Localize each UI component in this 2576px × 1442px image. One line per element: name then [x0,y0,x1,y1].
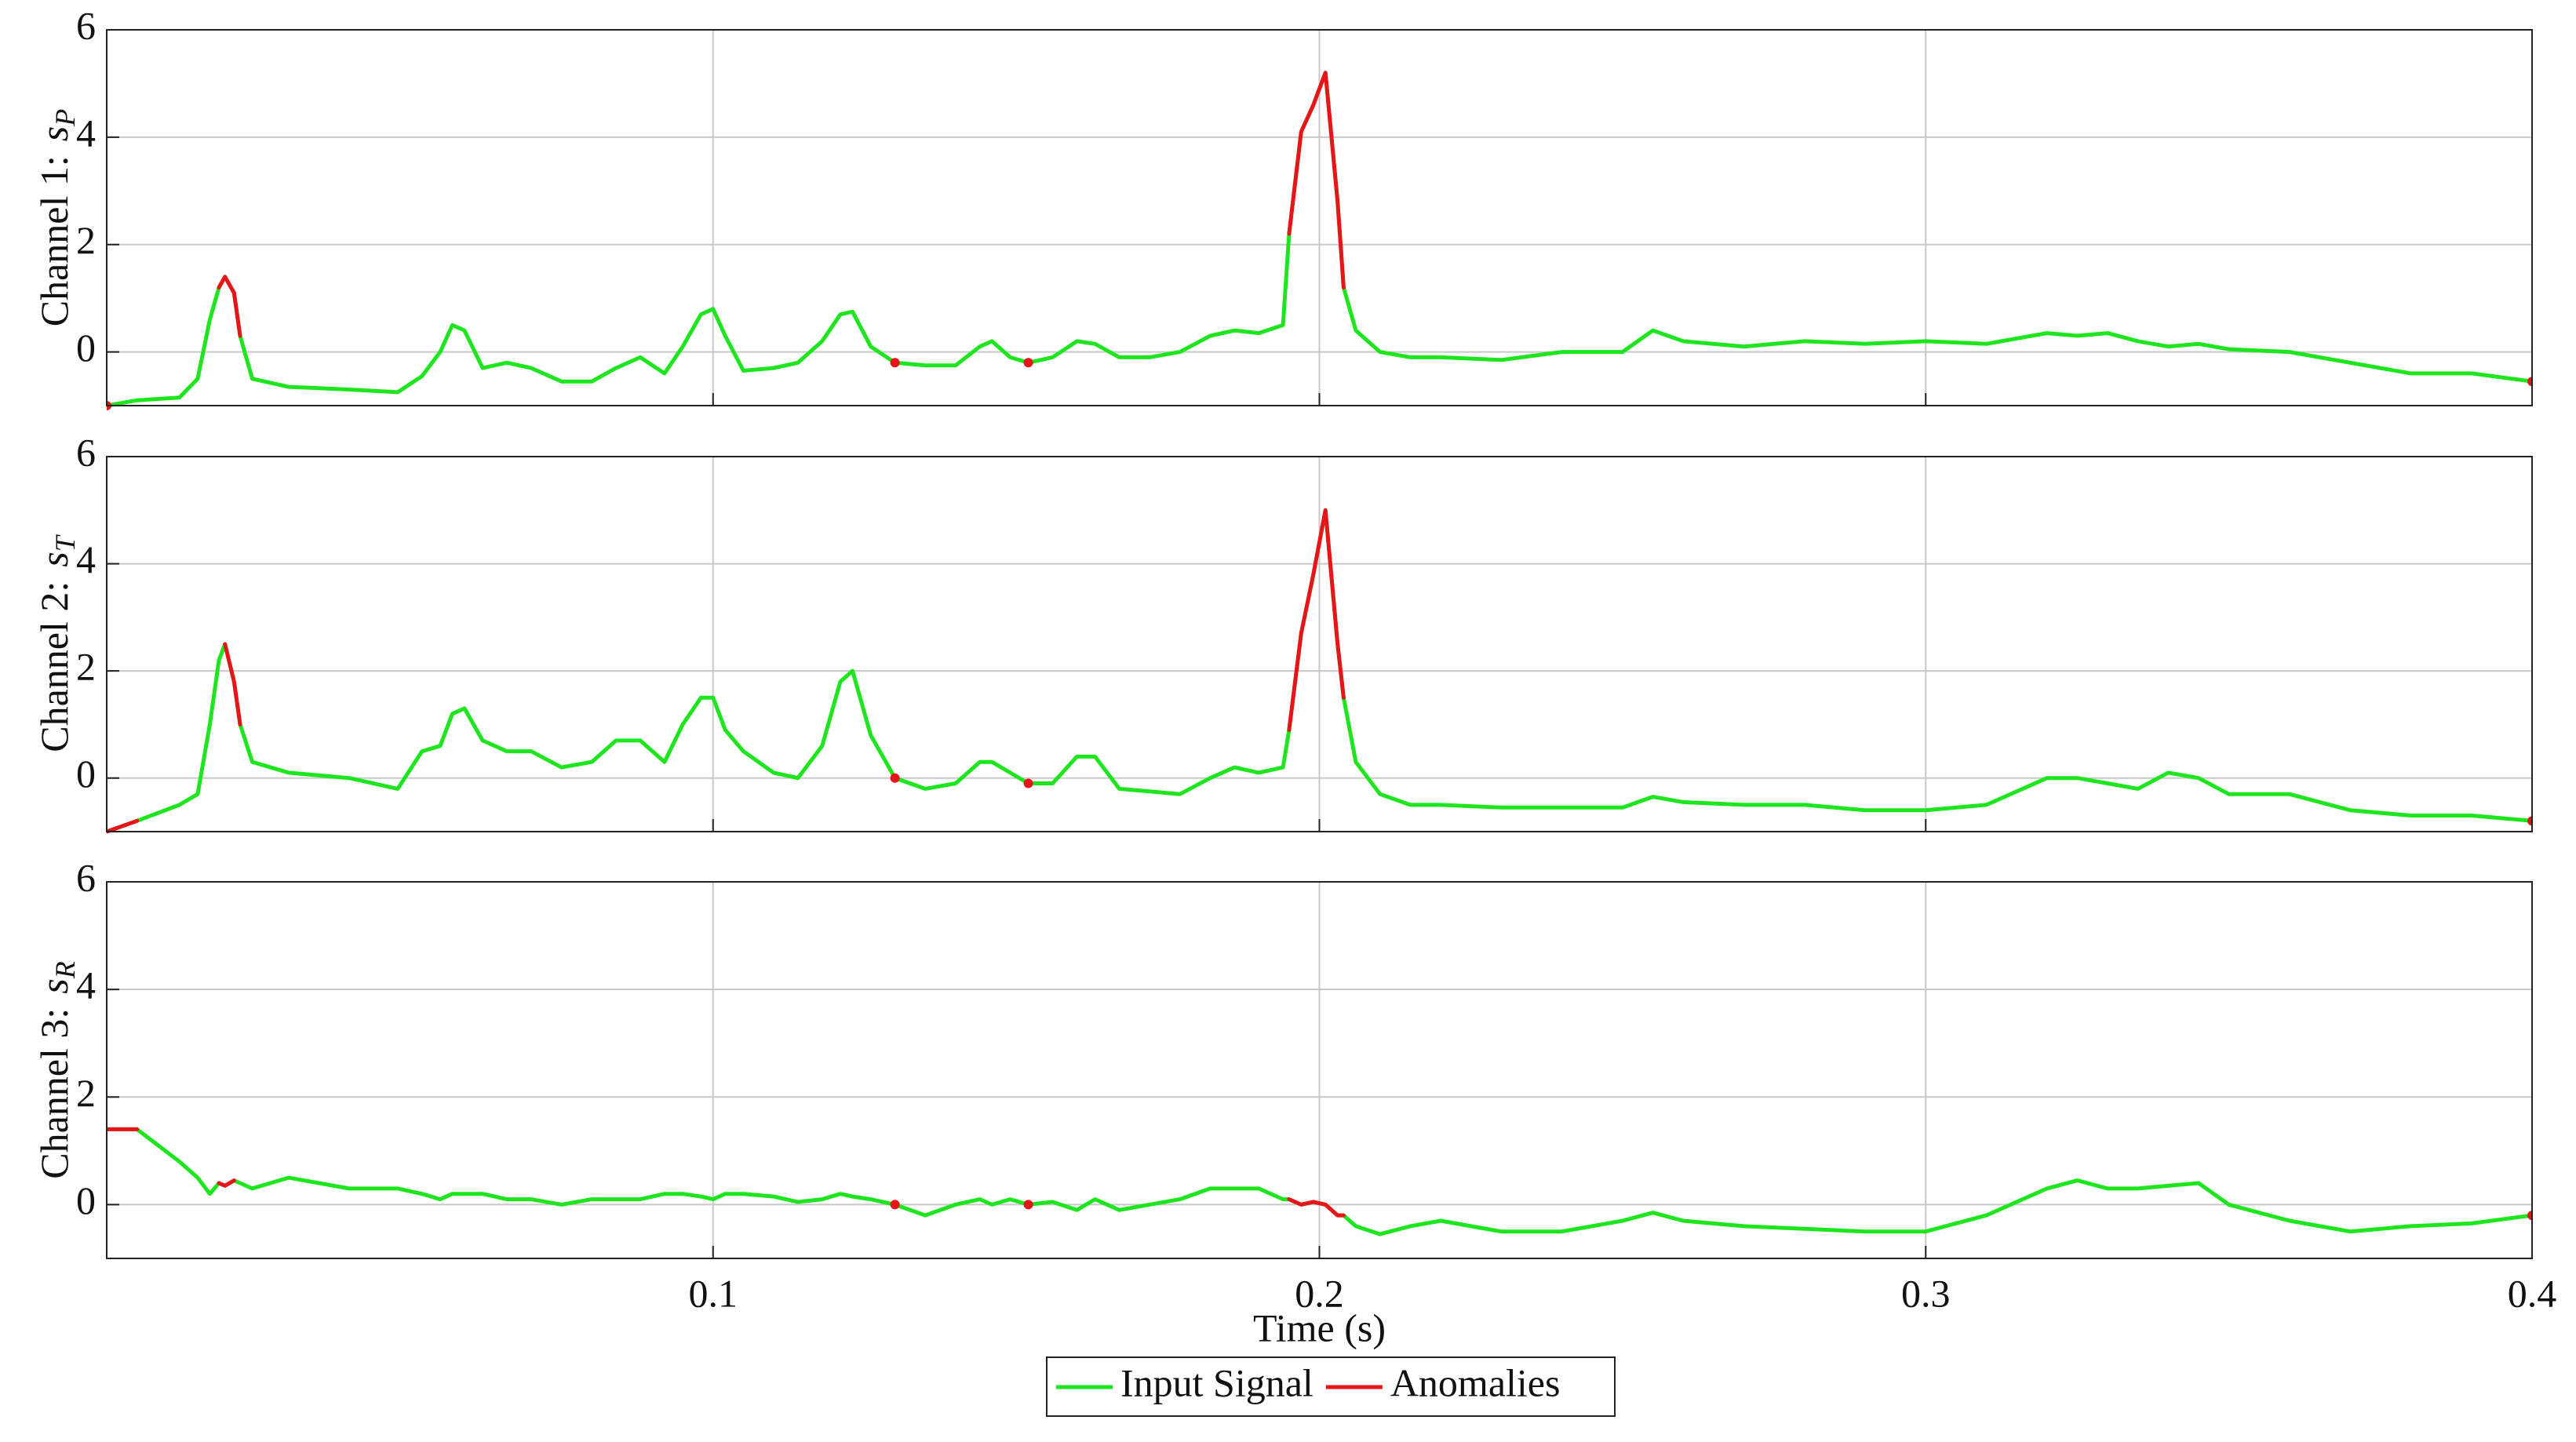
y-axis-label: Channel 3: sR [32,961,81,1179]
legend: Input Signal Anomalies [1046,1356,1616,1417]
anomaly-point [1023,358,1033,368]
subplot: 0 2 4 6 Channel 1: sP [32,3,2533,410]
y-tick-label: 4 [76,963,96,1007]
anomaly-point [1023,778,1033,788]
anomaly-line [107,818,140,834]
anomaly-line [1287,71,1346,289]
x-tick-label: 0.1 [689,1271,738,1315]
anomaly-point [2527,816,2532,826]
y-tick-label: 0 [76,752,96,796]
plot-frame [106,881,2533,1259]
anomaly-point [2527,1211,2532,1221]
y-tick-label: 4 [76,111,96,155]
y-label-sub: P [49,109,81,127]
y-tick-label: 2 [76,218,96,262]
anomaly-line [217,275,242,338]
y-label-text: Channel 1: [32,155,76,326]
anomaly-line [1287,1197,1346,1218]
legend-label: Anomalies [1390,1360,1561,1404]
subplot: 0 2 4 6 0.1 0.2 0.3 0.4 Channel 3: sR Time (s) [32,855,2556,1349]
y-label-text: Channel 3: [32,1008,76,1179]
x-tick-label: 0.2 [1295,1271,1344,1315]
anomaly-point [2527,377,2532,387]
anomaly-point [890,1200,900,1210]
plot-frame [106,29,2533,406]
anomaly-line [1287,508,1346,732]
y-label-sub: R [49,961,81,979]
subplot: 0 2 4 6 Channel 2: sT [32,430,2533,834]
x-tick-label: 0.3 [1901,1271,1951,1315]
y-label-var: s [32,978,76,993]
y-tick-label: 6 [76,430,96,474]
y-tick-label: 4 [76,537,96,581]
y-label-sub: T [49,533,81,552]
anomaly-point [890,773,900,783]
anomaly-line [223,642,242,726]
x-axis-label: Time (s) [1253,1305,1386,1349]
plot-frame [106,456,2533,832]
y-axis-label: Channel 2: sT [32,533,81,752]
y-tick-label: 0 [76,1178,96,1222]
y-tick-label: 6 [76,855,96,899]
y-axis-label: Channel 1: sP [32,109,81,327]
y-tick-label: 2 [76,1071,96,1115]
y-label-text: Channel 2: [32,581,76,752]
y-label-var: s [32,126,76,141]
y-label-var: s [32,552,76,566]
anomaly-point [1023,1200,1033,1210]
legend-label: Input Signal [1120,1360,1314,1404]
y-tick-label: 2 [76,645,96,689]
x-tick-label: 0.4 [2508,1271,2557,1315]
anomaly-point [890,358,900,368]
y-tick-label: 6 [76,3,96,47]
y-tick-label: 0 [76,326,96,370]
anomaly-line [217,1178,236,1188]
